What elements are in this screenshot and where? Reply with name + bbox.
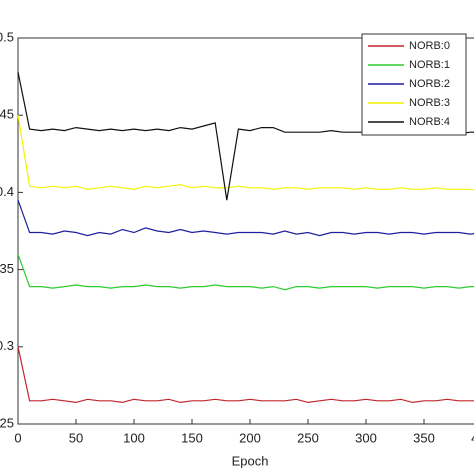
legend: NORB:0 NORB:1 NORB:2 NORB:3 NORB:4	[361, 33, 467, 136]
y-tick-label: 0.4	[0, 184, 14, 199]
y-tick-label: 0.3	[0, 338, 14, 353]
x-tick-label: 100	[123, 430, 145, 445]
x-tick-label: 300	[355, 430, 377, 445]
legend-label: NORB:1	[409, 59, 450, 71]
x-tick-label: 350	[413, 430, 435, 445]
line-series	[17, 115, 474, 191]
line-series	[17, 253, 474, 291]
legend-label: NORB:2	[409, 78, 450, 90]
legend-label: NORB:3	[409, 97, 450, 109]
y-tick-label: 0.35	[0, 261, 14, 276]
line-series	[17, 346, 474, 404]
legend-label: NORB:4	[409, 116, 450, 128]
x-tick-label: 150	[181, 430, 203, 445]
y-tick-label: 0.45	[0, 107, 14, 122]
x-tick-label: 400	[471, 430, 474, 445]
x-axis-label: Epoch	[232, 453, 269, 468]
line-series	[17, 199, 474, 237]
x-tick-label: 200	[239, 430, 261, 445]
x-tick-label: 0	[14, 430, 21, 445]
legend-label: NORB:0	[409, 40, 450, 52]
x-tick-label: 250	[297, 430, 319, 445]
y-tick-label: 0.25	[0, 415, 14, 430]
y-tick-label: 0.5	[0, 29, 14, 44]
x-tick-label: 50	[69, 430, 83, 445]
